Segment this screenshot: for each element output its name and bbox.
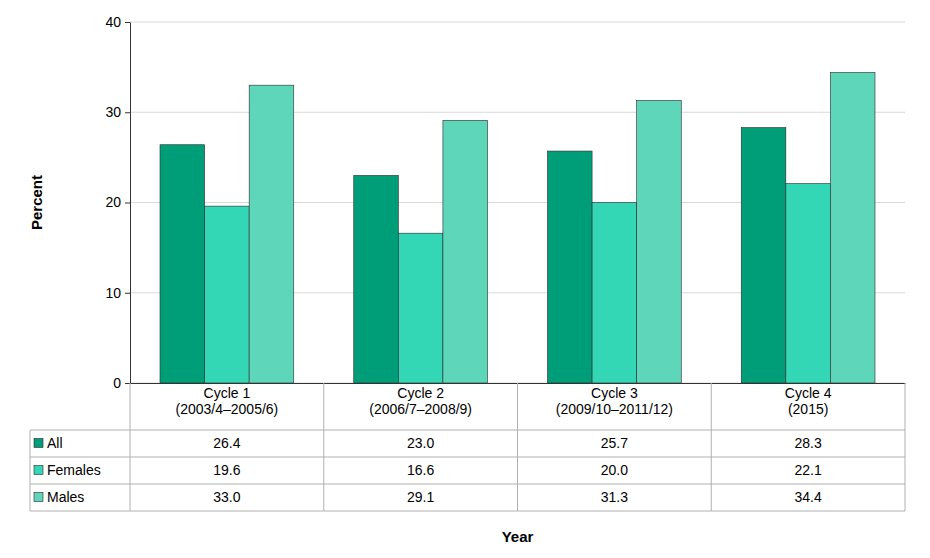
x-tick: Cycle 1(2003/4–2005/6) [175, 385, 278, 417]
bar [548, 151, 593, 383]
x-tick-label-line: Cycle 1 [204, 385, 251, 401]
bar [443, 120, 488, 383]
y-tick-mark [125, 112, 130, 113]
table-value: 34.4 [795, 489, 822, 505]
x-tick-label: Cycle 1(2003/4–2005/6) [175, 385, 278, 417]
table-border [30, 457, 905, 458]
grid-line [130, 112, 905, 113]
legend-label: All [47, 435, 63, 451]
x-tick-label: Cycle 3(2009/10–2011/12) [556, 385, 673, 417]
x-tick-label-line: Cycle 2 [397, 385, 444, 401]
x-tick-label-line: (2015) [788, 401, 828, 417]
x-axis-title: Year [502, 528, 534, 545]
table-value: 19.6 [213, 462, 240, 478]
data-table: All 26.4 23.0 25.7 28.3 Females 19.6 16.6 20.0 22… [30, 383, 905, 511]
y-axis-line [130, 23, 131, 384]
x-tick: Cycle 3(2009/10–2011/12) [556, 385, 673, 417]
x-tick-label-line: Cycle 4 [785, 385, 832, 401]
table-value: 23.0 [407, 435, 434, 451]
y-tick: 40 [105, 14, 130, 30]
y-tick-label: 0 [113, 375, 121, 391]
x-tick-label: Cycle 4(2015) [785, 385, 832, 417]
y-tick-label: 30 [105, 104, 121, 120]
y-tick-mark [125, 383, 130, 384]
y-tick-mark [125, 22, 130, 23]
x-tick-label-line: Cycle 3 [591, 385, 638, 401]
table-value: 29.1 [407, 489, 434, 505]
table-border [30, 484, 905, 485]
x-tick: Cycle 2(2006/7–2008/9) [369, 385, 472, 417]
bars [160, 73, 875, 383]
table-border [30, 430, 905, 431]
grid-line [130, 22, 905, 23]
bar [830, 73, 875, 383]
bar [249, 85, 294, 383]
y-tick-label: 40 [105, 14, 121, 30]
table-value: 25.7 [601, 435, 628, 451]
x-tick: Cycle 4(2015) [785, 385, 832, 417]
x-tick-label-line: (2006/7–2008/9) [369, 401, 472, 417]
bar [592, 203, 637, 384]
y-tick-mark [125, 293, 130, 294]
table-border [30, 511, 905, 512]
table-border [517, 383, 518, 511]
y-tick-label: 20 [105, 194, 121, 210]
table-value: 20.0 [601, 462, 628, 478]
bar [205, 206, 250, 383]
bar [354, 175, 399, 383]
legend-swatch [34, 439, 43, 448]
table-value: 28.3 [795, 435, 822, 451]
bar [786, 184, 831, 383]
bar [160, 145, 205, 383]
table-border [711, 383, 712, 511]
grid [130, 22, 905, 383]
y-tick: 0 [113, 375, 130, 391]
x-tick-label-line: (2003/4–2005/6) [175, 401, 278, 417]
table-value: 31.3 [601, 489, 628, 505]
legend-label: Females [47, 462, 101, 478]
chart: 010203040Cycle 1(2003/4–2005/6)Cycle 2(2… [0, 0, 930, 558]
table-value: 16.6 [407, 462, 434, 478]
y-tick-mark [125, 203, 130, 204]
y-tick: 10 [105, 285, 130, 301]
table-border [130, 383, 131, 511]
table-border [323, 383, 324, 511]
y-tick: 20 [105, 194, 130, 210]
bar [637, 101, 682, 383]
x-tick-label: Cycle 2(2006/7–2008/9) [369, 385, 472, 417]
table-border [30, 430, 31, 511]
y-axis: 0 10 20 30 40 [105, 14, 130, 391]
y-tick-label: 10 [105, 285, 121, 301]
legend-swatch [34, 466, 43, 475]
bar [741, 128, 786, 383]
table-value: 26.4 [213, 435, 240, 451]
x-tick-label-line: (2009/10–2011/12) [556, 401, 673, 417]
legend-label: Males [47, 489, 84, 505]
bar [398, 233, 443, 383]
table-border [905, 383, 906, 511]
table-value: 22.1 [795, 462, 822, 478]
y-axis-title: Percent [28, 175, 45, 230]
legend-swatch [34, 493, 43, 502]
y-tick: 30 [105, 104, 130, 120]
table-value: 33.0 [213, 489, 240, 505]
